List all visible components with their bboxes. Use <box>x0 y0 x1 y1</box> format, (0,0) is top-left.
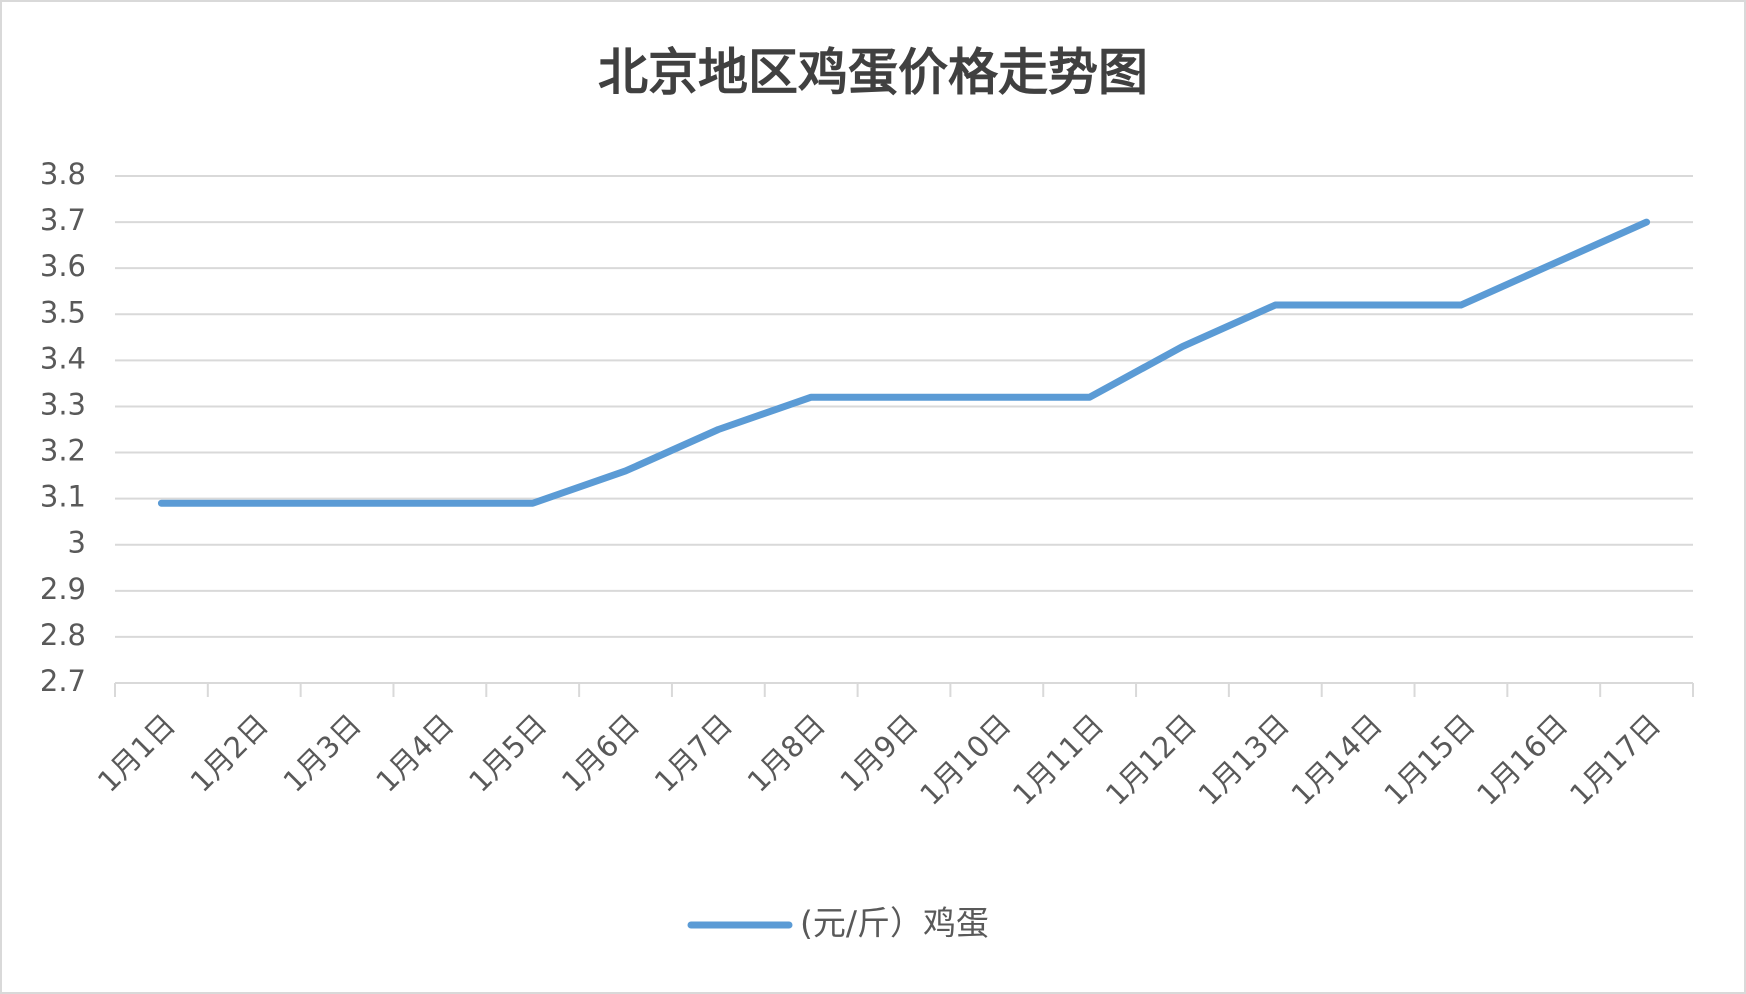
y-tick-label: 3.1 <box>40 480 86 514</box>
y-tick-label: 3.3 <box>40 387 86 421</box>
data-line <box>157 218 1651 507</box>
chart-title: 北京地区鸡蛋价格走势图 <box>598 44 1148 102</box>
y-tick-label: 3.8 <box>40 157 86 191</box>
y-tick-label: 3.6 <box>40 249 86 283</box>
y-tick-label: 3.4 <box>40 341 86 375</box>
legend-label: (元/斤）鸡蛋 <box>800 904 989 943</box>
y-tick-label: 2.9 <box>40 572 86 606</box>
y-tick-label: 3.2 <box>40 434 86 468</box>
y-tick-label: 3.7 <box>40 203 86 237</box>
y-tick-label: 2.7 <box>40 664 86 698</box>
y-tick-label: 2.8 <box>40 618 86 652</box>
y-tick-label: 3 <box>68 526 86 560</box>
y-tick-label: 3.5 <box>40 295 86 329</box>
